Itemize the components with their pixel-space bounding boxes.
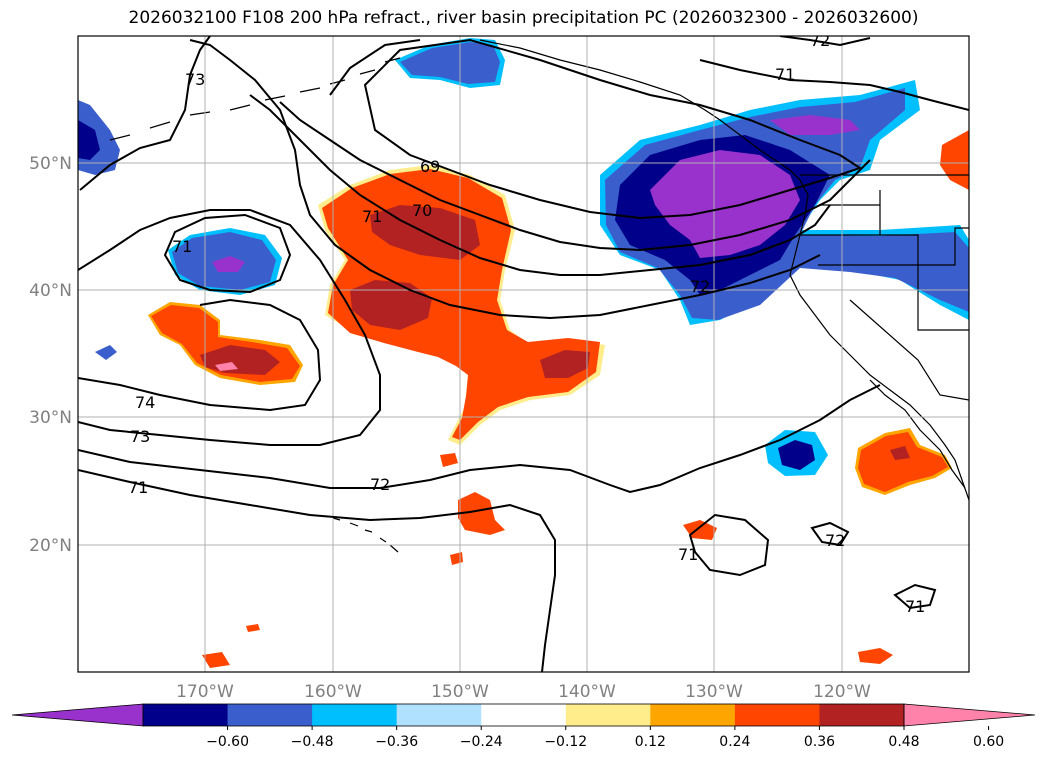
hawaii-islands: [332, 517, 399, 553]
contour-label: 69: [420, 157, 440, 176]
contour-71-south: [78, 469, 556, 672]
colorbar-segment: [650, 704, 736, 726]
aleutian-islands: [109, 57, 401, 141]
contour-71-low: [163, 213, 292, 294]
contour-label: 71: [362, 207, 382, 226]
state-border: [818, 227, 969, 266]
colorbar-outline: [142, 703, 905, 727]
colorbar: −0.60 −0.48 −0.36 −0.24 −0.12 0.12 0.24 0.36 0.4…: [11, 703, 1036, 750]
colorbar-segment: [819, 704, 905, 726]
colorbar-tick-label: 0.36: [804, 734, 835, 750]
negative-anomaly-area: [778, 440, 815, 470]
contour-label: 71: [905, 597, 925, 616]
plot-frame: [77, 35, 970, 673]
contour-label: 72: [690, 277, 710, 296]
contour-label: 73: [130, 427, 150, 446]
contour-71-small: [688, 513, 770, 577]
contour-label: 71: [172, 237, 192, 256]
longitude-labels: 170°W 160°W 150°W 140°W 130°W 120°W: [176, 682, 871, 702]
contour-73-south: [78, 209, 381, 446]
contour-71-north: [249, 94, 831, 276]
colorbar-extend-low: [11, 703, 144, 727]
colorbar-segment: [734, 704, 820, 726]
refractivity-contours: [78, 36, 969, 672]
colorbar-tick-label: −0.36: [375, 734, 418, 750]
contour-label: 72: [370, 475, 390, 494]
colorbar-tick-label: −0.60: [206, 734, 249, 750]
negative-anomaly-area: [770, 115, 860, 135]
contour-73: [79, 36, 211, 191]
contour-label: 72: [810, 31, 830, 50]
positive-anomaly-area: [858, 432, 948, 492]
precip-shading: [78, 38, 969, 668]
colorbar-tick-label: 0.12: [635, 734, 666, 750]
negative-anomaly-area: [95, 345, 117, 360]
positive-anomaly-area: [458, 492, 505, 535]
negative-anomaly-area: [78, 120, 100, 160]
colorbar-segment: [227, 704, 313, 726]
contour-70: [279, 39, 871, 252]
state-border: [849, 299, 969, 401]
state-border: [880, 234, 969, 331]
colorbar-segment: [481, 704, 567, 726]
colorbar-tick-label: 0.48: [888, 734, 919, 750]
lon-label: 160°W: [304, 682, 362, 702]
lon-label: 150°W: [431, 682, 489, 702]
colorbar-segment: [396, 704, 482, 726]
contour-72: [189, 39, 821, 320]
contour-71-top: [699, 59, 969, 111]
negative-anomaly-area: [212, 256, 245, 272]
lon-label: 140°W: [558, 682, 616, 702]
colorbar-tick-label: 0.24: [719, 734, 750, 750]
colorbar-segment: [143, 704, 229, 726]
colorbar-tick-label: −0.12: [544, 734, 587, 750]
contour-72-south: [78, 384, 881, 494]
positive-anomaly-area: [858, 648, 893, 664]
contour-72-small: [810, 521, 850, 547]
positive-anomaly-area: [440, 453, 458, 467]
contour-label: 70: [412, 201, 432, 220]
contour-label: 73: [185, 70, 205, 89]
positive-anomaly-area: [246, 624, 260, 632]
colorbar-segment: [312, 704, 398, 726]
lon-label: 130°W: [685, 682, 743, 702]
contour-74: [78, 298, 322, 412]
colorbar-ticks: −0.60 −0.48 −0.36 −0.24 −0.12 0.12 0.24 0.36 0.4…: [206, 726, 1004, 750]
contour-label: 74: [135, 393, 155, 412]
baja-coastline: [869, 379, 966, 489]
contour-labels: 69 70 71 71 73 71 72 72 74 73 71 72 71 7…: [128, 31, 925, 616]
contour-label: 71: [775, 65, 795, 84]
map-title: 2026032100 F108 200 hPa refract., river …: [128, 8, 919, 28]
contour-72-top: [779, 36, 871, 47]
contour-label: 72: [825, 531, 845, 550]
positive-anomaly-area: [350, 280, 432, 330]
lat-label: 50°N: [29, 154, 72, 174]
lat-label: 30°N: [29, 408, 72, 428]
lat-label: 20°N: [29, 536, 72, 556]
contour-69: [363, 38, 863, 220]
positive-anomaly-area: [202, 652, 230, 668]
contour-label: 71: [128, 478, 148, 497]
graticule: [78, 36, 969, 672]
positive-anomaly-area: [890, 446, 910, 460]
negative-anomaly-area: [650, 150, 800, 258]
colorbar-segment: [565, 704, 651, 726]
lat-label: 40°N: [29, 281, 72, 301]
lon-label: 120°W: [813, 682, 871, 702]
colorbar-extend-high: [903, 703, 1036, 727]
colorbar-segments: [11, 703, 1036, 727]
contour-71-sw: [893, 583, 937, 610]
positive-anomaly-area: [215, 362, 238, 371]
colorbar-tick-label: 0.60: [973, 734, 1004, 750]
lon-label: 170°W: [176, 682, 234, 702]
colorbar-tick-label: −0.24: [460, 734, 503, 750]
negative-anomaly-area: [400, 42, 500, 84]
contour-label: 71: [678, 545, 698, 564]
colorbar-tick-label: −0.48: [291, 734, 334, 750]
latitude-labels: 50°N 40°N 30°N 20°N: [29, 154, 72, 556]
positive-anomaly-area: [540, 350, 590, 378]
